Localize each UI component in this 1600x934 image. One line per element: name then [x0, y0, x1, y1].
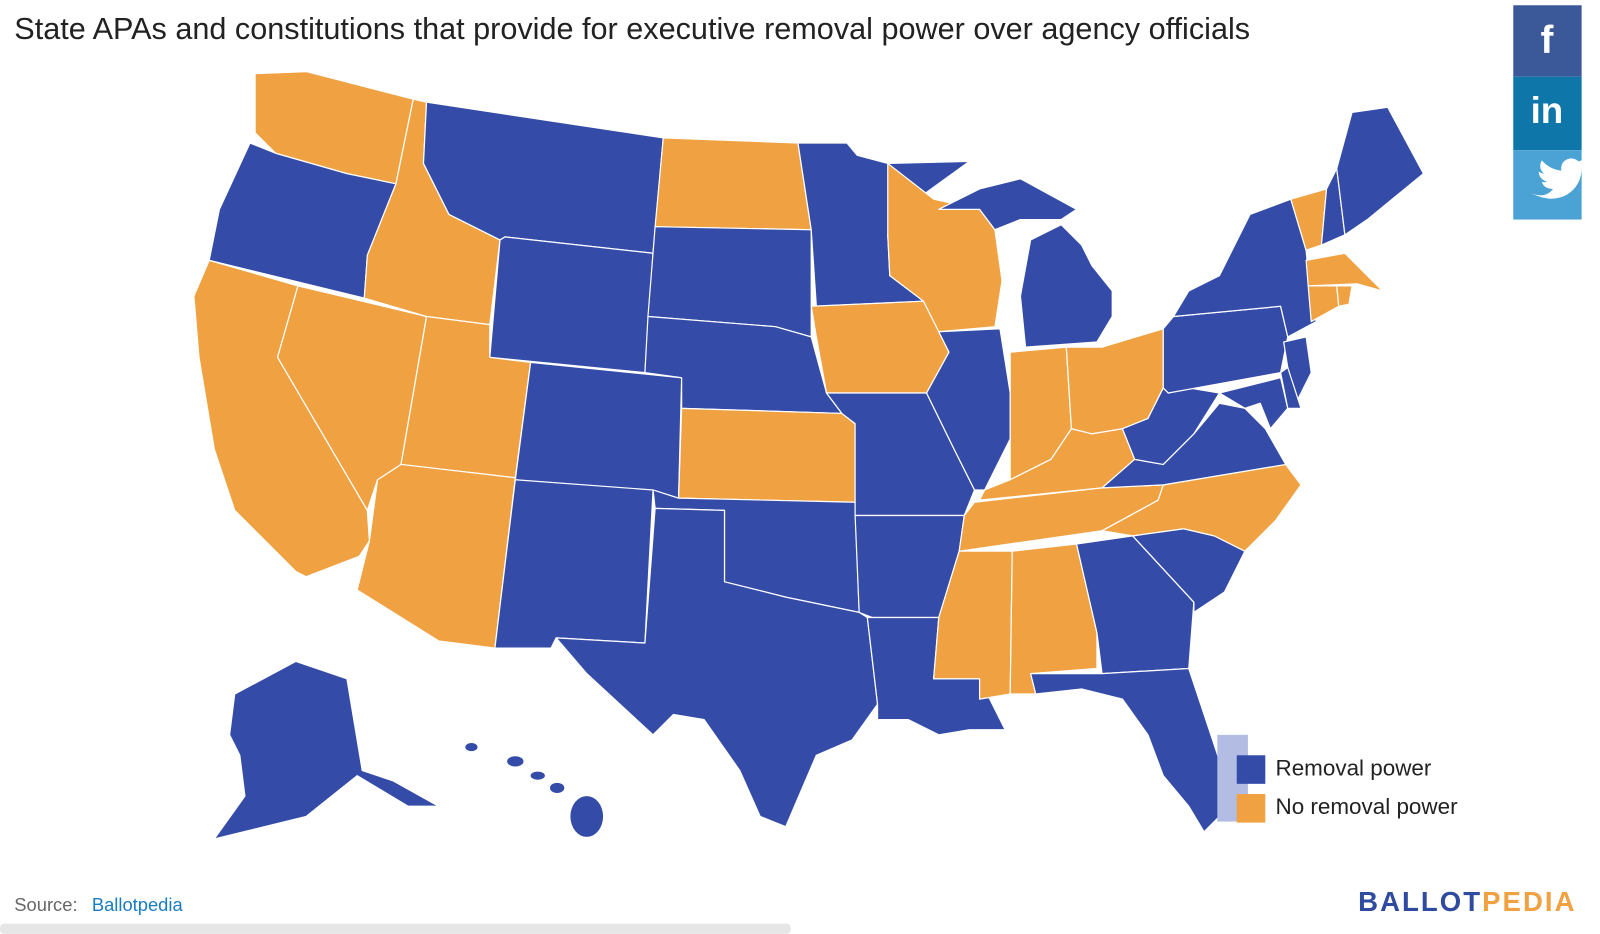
share-linkedin[interactable]: in — [1513, 76, 1582, 151]
us-map — [193, 70, 1425, 840]
state-ak — [213, 660, 440, 840]
state-ct — [1307, 285, 1340, 323]
state-nc — [1101, 463, 1302, 552]
state-co — [514, 361, 683, 499]
brand: BALLOTPEDIA — [1358, 887, 1576, 918]
share-icon: f — [1540, 19, 1553, 62]
brand-part: PEDIA — [1482, 887, 1576, 918]
legend-label: Removal power — [1276, 755, 1432, 780]
state-mi-upper — [938, 178, 1078, 231]
state-fl — [1030, 667, 1226, 833]
state-mi — [1019, 224, 1113, 348]
state-nd — [654, 137, 812, 231]
state-ia — [810, 300, 950, 394]
legend-swatch — [1236, 794, 1266, 823]
share-twitter[interactable] — [1513, 150, 1587, 220]
legend-swatch — [1236, 755, 1266, 784]
share-facebook[interactable]: f — [1513, 5, 1582, 77]
state-wy — [489, 236, 654, 374]
legend-label: No removal power — [1276, 794, 1459, 819]
title: State APAs and constitutions that provid… — [14, 12, 1250, 46]
state-me — [1336, 106, 1425, 236]
share-button[interactable] — [1513, 76, 1582, 151]
state-tx — [555, 507, 879, 828]
source-link[interactable]: Ballotpedia — [92, 894, 184, 915]
state-de — [1280, 366, 1302, 409]
legend: Removal power No removal power — [1236, 755, 1459, 823]
brand-part: BALLOT — [1358, 887, 1482, 918]
state-il — [925, 328, 1011, 491]
state-ks — [677, 407, 856, 503]
twitter-bird — [1530, 158, 1587, 199]
scrollbar — [0, 923, 791, 934]
share-icon: in — [1531, 90, 1564, 131]
share-button[interactable] — [1513, 5, 1582, 77]
state-md — [1218, 377, 1289, 430]
state-ky — [978, 428, 1136, 501]
state-ri — [1336, 285, 1353, 307]
state-wv — [1121, 387, 1221, 466]
state-az — [356, 463, 516, 649]
state-hi — [465, 743, 604, 837]
source-prefix: Source: — [14, 894, 77, 915]
state-nm — [494, 479, 654, 649]
